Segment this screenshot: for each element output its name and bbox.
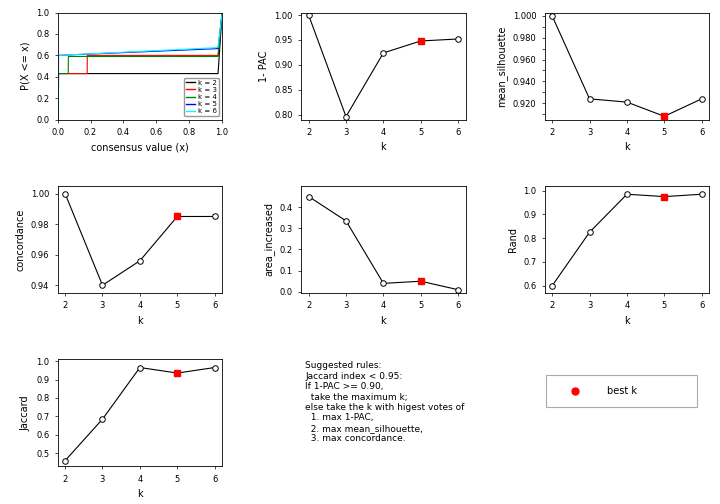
- Legend: k = 2, k = 3, k = 4, k = 5, k = 6: k = 2, k = 3, k = 4, k = 5, k = 6: [184, 78, 219, 116]
- X-axis label: k: k: [624, 316, 630, 326]
- Y-axis label: area_increased: area_increased: [263, 203, 274, 276]
- Y-axis label: mean_silhouette: mean_silhouette: [496, 25, 507, 107]
- Y-axis label: Rand: Rand: [508, 227, 518, 252]
- Text: Suggested rules:
Jaccard index < 0.95:
If 1-PAC >= 0.90,
  take the maximum k;
e: Suggested rules: Jaccard index < 0.95: I…: [305, 361, 464, 443]
- X-axis label: k: k: [137, 489, 143, 499]
- X-axis label: k: k: [624, 143, 630, 153]
- Y-axis label: P(X <= x): P(X <= x): [20, 42, 30, 90]
- X-axis label: consensus value (x): consensus value (x): [91, 143, 189, 153]
- Y-axis label: 1- PAC: 1- PAC: [258, 50, 269, 82]
- Y-axis label: concordance: concordance: [15, 208, 25, 271]
- Text: best k: best k: [607, 386, 637, 396]
- Bar: [546, 375, 697, 407]
- X-axis label: k: k: [381, 143, 386, 153]
- X-axis label: k: k: [137, 316, 143, 326]
- X-axis label: k: k: [381, 316, 386, 326]
- Y-axis label: Jaccard: Jaccard: [20, 395, 30, 430]
